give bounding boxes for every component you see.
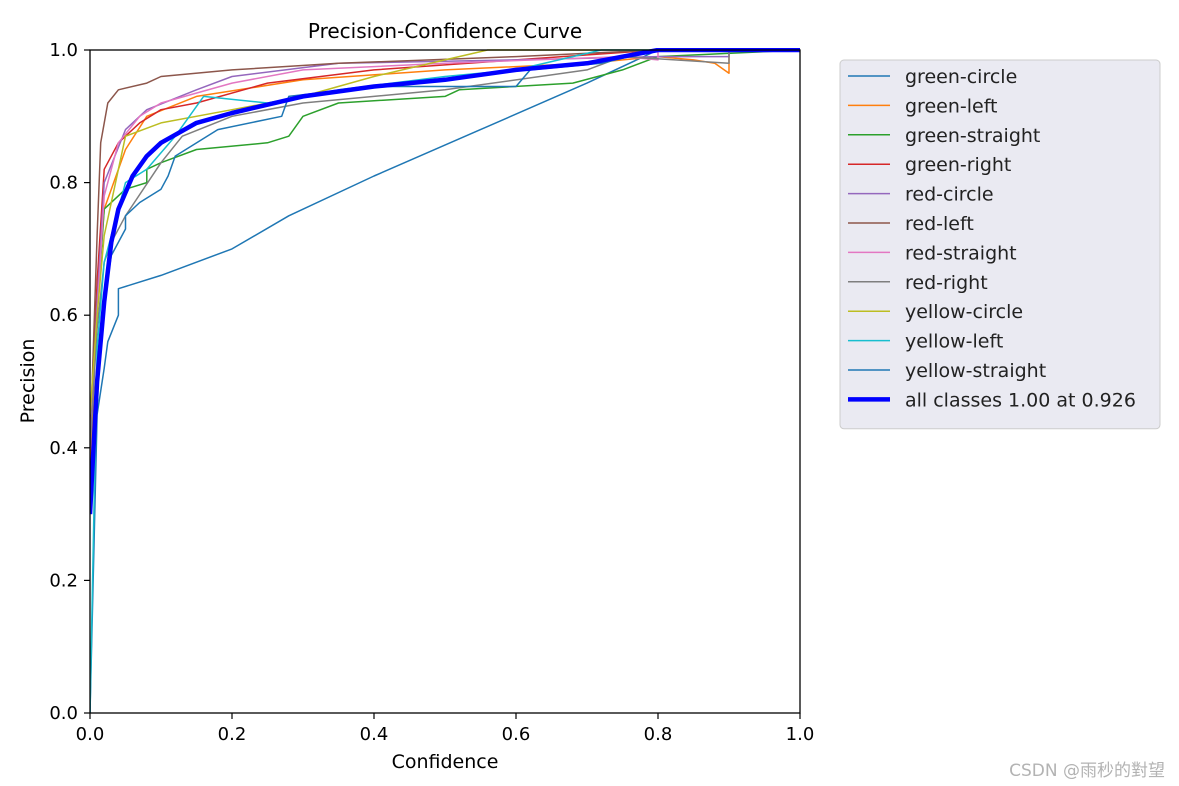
y-tick-label: 0.0 bbox=[49, 703, 78, 724]
y-tick-label: 0.4 bbox=[49, 438, 78, 459]
y-tick-label: 0.8 bbox=[49, 173, 78, 194]
legend-label: yellow-left bbox=[905, 331, 1003, 353]
x-tick-label: 0.0 bbox=[76, 724, 105, 745]
plot-area bbox=[90, 48, 800, 713]
series-line-2 bbox=[90, 49, 800, 448]
legend-label: red-straight bbox=[905, 242, 1017, 264]
series-line-1 bbox=[90, 49, 800, 482]
axis-ticks: 0.0 0.2 0.4 0.6 0.8 1.0 0.0 0.2 0.4 0.6 0.8 1.0 bbox=[49, 40, 814, 745]
series-line-0 bbox=[90, 49, 800, 713]
x-tick-label: 0.6 bbox=[502, 724, 531, 745]
legend-label: green-straight bbox=[905, 125, 1040, 147]
legend-label: red-circle bbox=[905, 184, 994, 206]
legend-label: green-right bbox=[905, 154, 1011, 176]
y-tick-label: 1.0 bbox=[49, 40, 78, 61]
x-tick-label: 1.0 bbox=[786, 724, 815, 745]
axes-frame bbox=[89, 49, 801, 714]
series-line-6 bbox=[90, 49, 800, 448]
x-tick-label: 0.4 bbox=[360, 724, 389, 745]
legend-label: red-left bbox=[905, 213, 974, 235]
series-line-10 bbox=[90, 49, 800, 515]
series-line-8 bbox=[90, 49, 800, 415]
x-axis-label: Confidence bbox=[392, 751, 499, 773]
y-axis-label: Precision bbox=[17, 339, 39, 424]
series-line-11 bbox=[90, 48, 800, 515]
series-line-3 bbox=[90, 49, 800, 448]
y-tick-label: 0.2 bbox=[49, 570, 78, 591]
legend-label: red-right bbox=[905, 272, 988, 294]
x-tick-label: 0.8 bbox=[644, 724, 673, 745]
series-line-4 bbox=[90, 49, 800, 448]
chart-title: Precision-Confidence Curve bbox=[308, 19, 582, 43]
x-tick-label: 0.2 bbox=[218, 724, 247, 745]
y-tick-label: 0.6 bbox=[49, 305, 78, 326]
legend-box bbox=[839, 59, 1161, 430]
legend-label: green-left bbox=[905, 95, 998, 117]
legend-label: all classes 1.00 at 0.926 bbox=[905, 389, 1136, 411]
series-line-7 bbox=[90, 49, 800, 448]
watermark: CSDN @雨秒的對望 bbox=[1009, 761, 1165, 781]
legend-label: green-circle bbox=[905, 66, 1017, 88]
legend-label: yellow-straight bbox=[905, 360, 1046, 382]
legend-label: yellow-circle bbox=[905, 301, 1023, 323]
legend: green-circle green-left green-straight gree… bbox=[839, 59, 1161, 430]
series-line-5 bbox=[90, 49, 800, 448]
